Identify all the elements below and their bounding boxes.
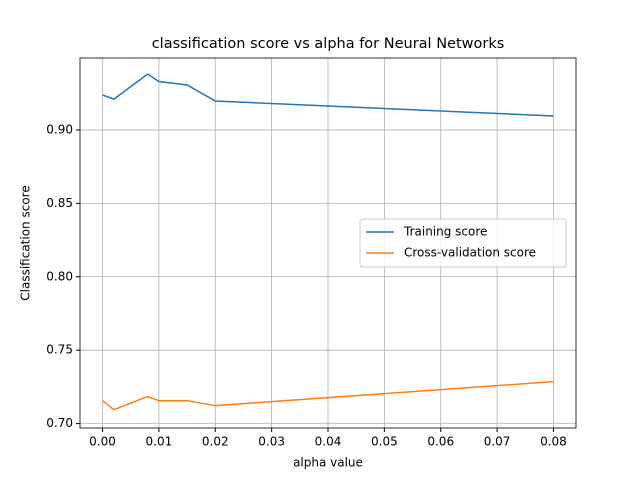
line-series <box>102 73 554 117</box>
y-tick-label: 0.85 <box>46 196 73 210</box>
x-tick-label: 0.03 <box>258 435 285 449</box>
x-tick-label: 0.00 <box>89 435 116 449</box>
legend-label: Cross-validation score <box>404 246 536 260</box>
y-tick-label: 0.90 <box>46 122 73 136</box>
x-tick-label: 0.08 <box>540 435 567 449</box>
x-tick-label: 0.01 <box>146 435 173 449</box>
x-tick-label: 0.07 <box>484 435 511 449</box>
y-tick-label: 0.70 <box>46 416 73 430</box>
x-tick-label: 0.02 <box>202 435 229 449</box>
x-axis-label: alpha value <box>293 456 363 470</box>
plot-frame <box>79 57 577 429</box>
x-tick-label: 0.05 <box>371 435 398 449</box>
chart-title: classification score vs alpha for Neural… <box>152 36 505 52</box>
y-axis-label: Classification score <box>19 185 33 300</box>
line-series <box>102 380 554 411</box>
x-tick-label: 0.04 <box>315 435 342 449</box>
y-tick-label: 0.75 <box>46 343 73 357</box>
legend-label: Training score <box>403 225 487 239</box>
legend-frame <box>359 218 567 268</box>
y-tick-label: 0.80 <box>46 269 73 283</box>
x-tick-label: 0.06 <box>427 435 454 449</box>
legend: Training score Cross-validation score <box>359 218 567 268</box>
